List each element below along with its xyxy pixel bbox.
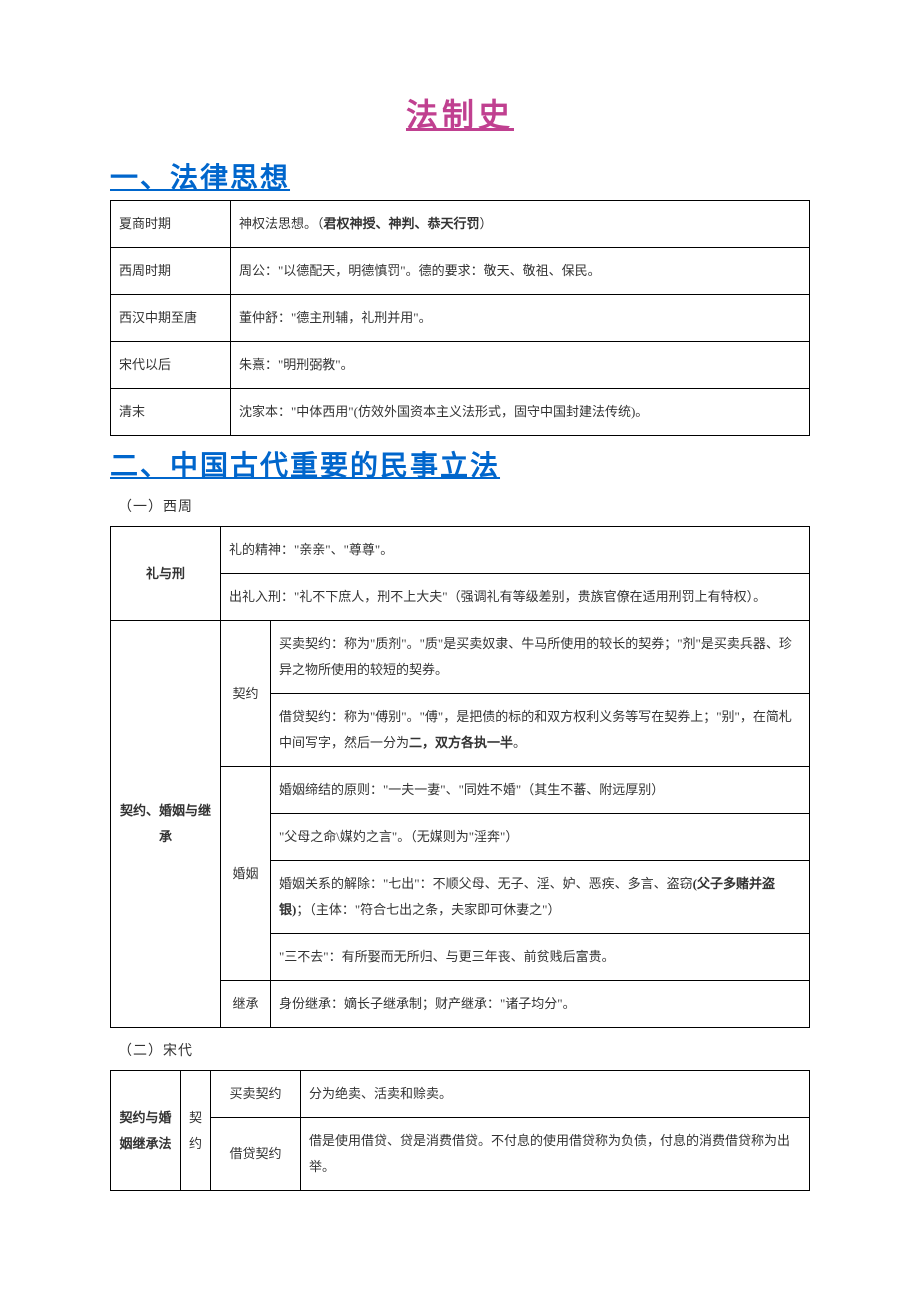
- cell-category: 礼与刑: [111, 527, 221, 621]
- text: 。: [513, 735, 526, 750]
- cell-content: 分为绝卖、活卖和赊卖。: [301, 1071, 810, 1118]
- cell-subcategory: 继承: [221, 981, 271, 1028]
- cell-content: 出礼入刑："礼不下庶人，刑不上大夫"（强调礼有等级差别，贵族官僚在适用刑罚上有特…: [221, 574, 810, 621]
- cell-subcategory: 契约: [181, 1071, 211, 1191]
- text: 婚姻关系的解除："七出"：不顺父母、无子、淫、妒、恶疾、多言、盗窃: [279, 876, 693, 891]
- cell-subcategory: 婚姻: [221, 767, 271, 981]
- subheading-2: （二）宋代: [118, 1040, 810, 1060]
- text: ）: [480, 216, 493, 231]
- cell-content: 借贷契约：称为"傅别"。"傅"，是把债的标的和双方权利义务等写在契券上；"别"，…: [271, 694, 810, 767]
- table-row: 契约与婚姻继承法 契约 买卖契约 分为绝卖、活卖和赊卖。: [111, 1071, 810, 1118]
- cell-content: 神权法思想。（君权神授、神判、恭天行罚）: [231, 201, 810, 248]
- cell-period: 西汉中期至唐: [111, 295, 231, 342]
- table-row: 礼与刑 礼的精神："亲亲"、"尊尊"。: [111, 527, 810, 574]
- cell-subcategory: 契约: [221, 621, 271, 767]
- text: 神权法思想。（: [239, 216, 324, 231]
- table-row: 契约、婚姻与继承 契约 买卖契约：称为"质剂"。"质"是买卖奴隶、牛马所使用的较…: [111, 621, 810, 694]
- table-row: 西周时期 周公："以德配天，明德慎罚"。德的要求：敬天、敬祖、保民。: [111, 248, 810, 295]
- cell-content: 沈家本："中体西用"(仿效外国资本主义法形式，固守中国封建法传统)。: [231, 389, 810, 436]
- cell-content: 婚姻缔结的原则："一夫一妻"、"同姓不婚"（其生不蕃、附远厚别）: [271, 767, 810, 814]
- cell-period: 夏商时期: [111, 201, 231, 248]
- table-row: 借贷契约 借是使用借贷、贷是消费借贷。不付息的使用借贷称为负债，付息的消费借贷称…: [111, 1118, 810, 1191]
- cell-type: 买卖契约: [211, 1071, 301, 1118]
- table-row: 夏商时期 神权法思想。（君权神授、神判、恭天行罚）: [111, 201, 810, 248]
- cell-category: 契约、婚姻与继承: [111, 621, 221, 1028]
- cell-content: "三不去"：有所娶而无所归、与更三年丧、前贫贱后富贵。: [271, 934, 810, 981]
- cell-content: 礼的精神："亲亲"、"尊尊"。: [221, 527, 810, 574]
- table-songdai: 契约与婚姻继承法 契约 买卖契约 分为绝卖、活卖和赊卖。 借贷契约 借是使用借贷…: [110, 1070, 810, 1191]
- heading-2: 二、中国古代重要的民事立法: [110, 444, 810, 484]
- table-legal-thought: 夏商时期 神权法思想。（君权神授、神判、恭天行罚） 西周时期 周公："以德配天，…: [110, 200, 810, 436]
- cell-content: 借是使用借贷、贷是消费借贷。不付息的使用借贷称为负债，付息的消费借贷称为出举。: [301, 1118, 810, 1191]
- cell-content: "父母之命\媒妁之言"。（无媒则为"淫奔"）: [271, 814, 810, 861]
- text: 借贷契约：称为"傅别"。"傅"，是把债的标的和双方权利义务等写在契券上；"别"，…: [279, 709, 792, 750]
- cell-content: 身份继承：嫡长子继承制；财产继承："诸子均分"。: [271, 981, 810, 1028]
- table-row: 宋代以后 朱熹："明刑弼教"。: [111, 342, 810, 389]
- cell-content: 董仲舒："德主刑辅，礼刑并用"。: [231, 295, 810, 342]
- cell-period: 西周时期: [111, 248, 231, 295]
- page-title: 法制史: [110, 90, 810, 136]
- text-bold: 君权神授、神判、恭天行罚: [324, 216, 480, 231]
- text-bold: 二，双方各执一半: [409, 735, 513, 750]
- table-xizhou: 礼与刑 礼的精神："亲亲"、"尊尊"。 出礼入刑："礼不下庶人，刑不上大夫"（强…: [110, 526, 810, 1028]
- table-row: 西汉中期至唐 董仲舒："德主刑辅，礼刑并用"。: [111, 295, 810, 342]
- cell-period: 宋代以后: [111, 342, 231, 389]
- subheading-1: （一）西周: [118, 496, 810, 516]
- cell-content: 朱熹："明刑弼教"。: [231, 342, 810, 389]
- cell-content: 买卖契约：称为"质剂"。"质"是买卖奴隶、牛马所使用的较长的契券；"剂"是买卖兵…: [271, 621, 810, 694]
- cell-period: 清末: [111, 389, 231, 436]
- heading-1: 一、法律思想: [110, 156, 810, 196]
- cell-category: 契约与婚姻继承法: [111, 1071, 181, 1191]
- table-row: 清末 沈家本："中体西用"(仿效外国资本主义法形式，固守中国封建法传统)。: [111, 389, 810, 436]
- cell-content: 婚姻关系的解除："七出"：不顺父母、无子、淫、妒、恶疾、多言、盗窃(父子多赌并盗…: [271, 861, 810, 934]
- cell-content: 周公："以德配天，明德慎罚"。德的要求：敬天、敬祖、保民。: [231, 248, 810, 295]
- cell-type: 借贷契约: [211, 1118, 301, 1191]
- text: ；（主体："符合七出之条，夫家即可休妻之"）: [296, 902, 560, 917]
